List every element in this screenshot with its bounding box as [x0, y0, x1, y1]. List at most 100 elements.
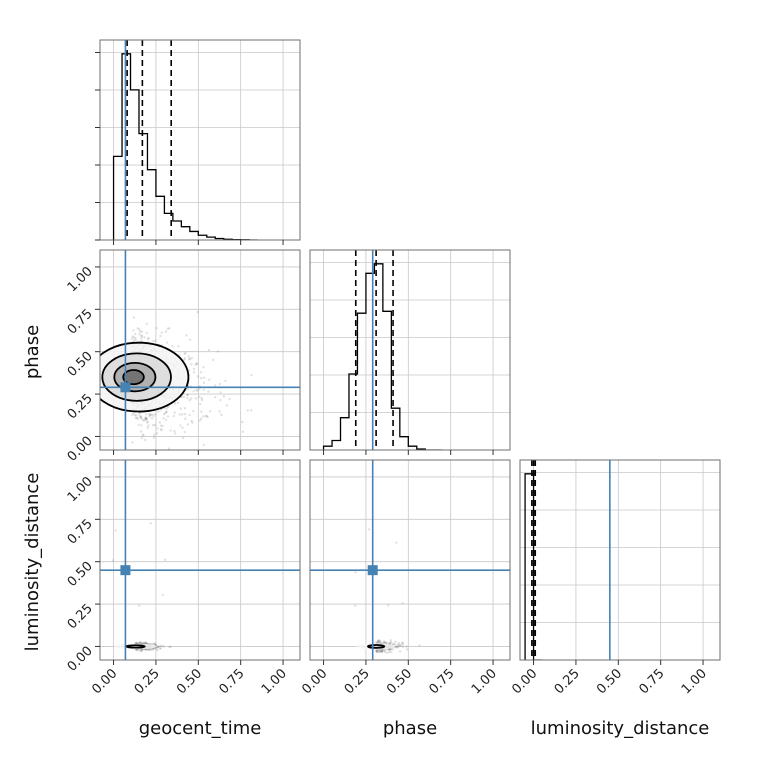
x-tick-label-geocent_time: 1.00: [259, 666, 290, 697]
truth-marker: [120, 382, 131, 393]
sample-point: [132, 316, 136, 319]
sample-point: [216, 350, 219, 353]
sample-point: [397, 641, 400, 645]
sample-point: [183, 357, 186, 360]
sample-point: [157, 645, 160, 649]
y-tick-label-phase: 0.50: [65, 349, 96, 380]
sample-point: [153, 433, 156, 437]
sample-point: [202, 365, 205, 369]
sample-point: [138, 333, 141, 336]
sample-point: [198, 387, 201, 391]
sample-point: [195, 388, 198, 392]
sample-point: [163, 412, 167, 415]
sample-point: [139, 416, 142, 419]
sample-point: [398, 650, 402, 653]
sample-point: [144, 418, 147, 421]
sample-point: [202, 415, 205, 418]
sample-point: [194, 397, 198, 400]
sample-point: [178, 413, 182, 416]
sample-point: [141, 418, 145, 422]
sample-point: [160, 408, 163, 411]
sample-point: [132, 339, 136, 343]
sample-point: [388, 642, 391, 645]
sample-point: [191, 421, 194, 424]
panel-frame-geocent_time-vs-luminosity_distance: [99, 459, 301, 661]
sample-point: [149, 414, 152, 417]
sample-point: [134, 338, 137, 342]
sample-point: [199, 402, 202, 406]
contour-level-2: [101, 352, 172, 402]
sample-point: [186, 388, 190, 391]
sample-point-outlier: [354, 571, 357, 574]
sample-point: [382, 648, 386, 652]
sample-point: [197, 375, 200, 378]
density-phase-vs-luminosity_distance: [354, 528, 421, 654]
sample-point-outlier: [395, 541, 398, 544]
sample-point: [144, 417, 147, 420]
sample-point: [200, 396, 203, 400]
sample-point: [382, 640, 386, 643]
sample-point: [144, 417, 147, 420]
sample-point: [154, 339, 157, 342]
sample-point: [135, 416, 138, 419]
sample-point: [166, 415, 170, 418]
sample-point: [392, 642, 395, 646]
sample-point: [194, 363, 197, 367]
sample-point: [153, 647, 156, 650]
sample-point: [149, 648, 153, 651]
sample-point: [132, 336, 136, 339]
sample-point: [389, 639, 393, 642]
contour-level-1: [113, 361, 157, 393]
sample-point: [185, 334, 188, 337]
sample-point: [390, 650, 393, 654]
sample-point: [138, 328, 141, 331]
sample-point: [145, 417, 148, 421]
sample-point: [204, 414, 208, 418]
sample-point: [144, 648, 147, 651]
sample-point: [380, 650, 384, 654]
sample-point: [156, 427, 159, 430]
x-tick-label-luminosity_distance: 1.00: [679, 666, 710, 697]
histogram-geocent_time: [112, 53, 258, 240]
sample-point: [196, 389, 199, 393]
sample-point: [207, 390, 210, 393]
sample-point: [192, 410, 195, 413]
contour-level-0: [122, 369, 145, 386]
contour-level-0: [367, 644, 386, 649]
sample-point: [169, 429, 172, 432]
sample-point: [162, 417, 165, 420]
sample-point: [146, 420, 149, 423]
sample-point: [377, 639, 380, 642]
sample-point: [153, 481, 155, 483]
x-axis-label-geocent-time: geocent_time: [139, 718, 262, 739]
sample-point: [159, 647, 162, 650]
hist-group-geocent_time: [112, 40, 258, 240]
sample-point: [188, 413, 191, 417]
sample-point: [387, 651, 391, 654]
sample-point: [140, 330, 144, 333]
truth-group: [100, 460, 300, 660]
sample-point: [190, 362, 193, 366]
sample-point: [134, 416, 138, 420]
x-tick-label-luminosity_distance: 0.25: [552, 666, 583, 697]
sample-point: [218, 410, 221, 413]
sample-point: [395, 646, 398, 649]
sample-point: [207, 348, 211, 352]
y-tick-label-phase: 0.00: [65, 434, 96, 465]
sample-point: [377, 639, 381, 642]
sample-point: [167, 447, 171, 450]
sample-point: [143, 336, 146, 339]
sample-point: [224, 379, 227, 382]
sample-point: [160, 644, 164, 648]
sample-point: [150, 413, 154, 416]
sample-point: [382, 641, 385, 644]
histogram-phase: [322, 263, 443, 450]
sample-point: [169, 645, 172, 648]
sample-point-outlier: [111, 559, 115, 562]
sample-point: [384, 641, 387, 644]
sample-point: [376, 639, 380, 643]
sample-point: [152, 642, 155, 645]
sample-point: [183, 358, 186, 361]
sample-point: [153, 642, 156, 645]
sample-point: [375, 650, 379, 654]
